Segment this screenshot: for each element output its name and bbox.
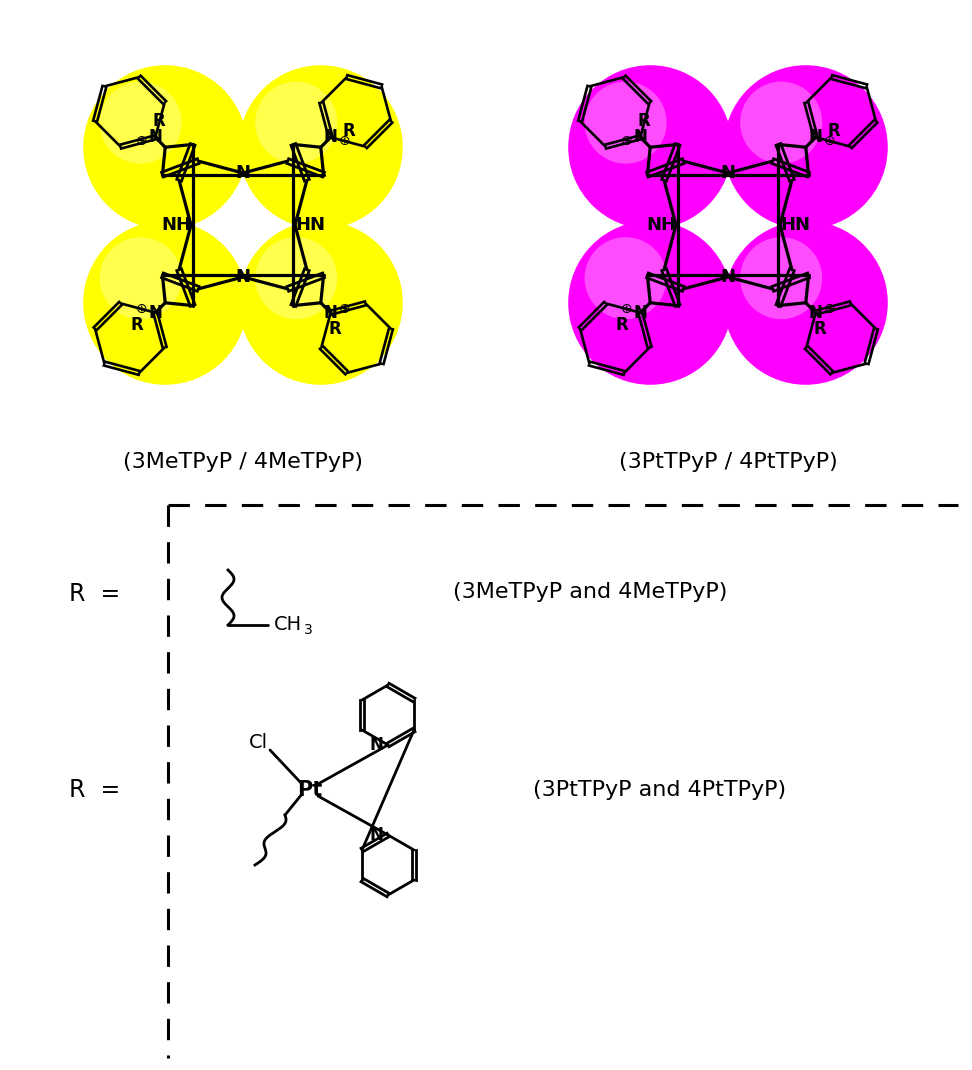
- Text: N: N: [369, 826, 383, 844]
- Text: ⊕: ⊕: [339, 302, 351, 316]
- Text: R: R: [153, 112, 165, 131]
- Text: N: N: [809, 128, 822, 147]
- Circle shape: [84, 65, 247, 229]
- Text: ⊕: ⊕: [824, 302, 836, 316]
- Text: R  =: R =: [69, 778, 121, 802]
- Text: R: R: [131, 316, 144, 334]
- Text: R: R: [814, 320, 826, 338]
- Text: 3: 3: [303, 623, 312, 637]
- Text: N: N: [324, 128, 337, 147]
- Text: CH: CH: [274, 615, 302, 635]
- Text: (3MeTPyP / 4MeTPyP): (3MeTPyP / 4MeTPyP): [123, 452, 363, 472]
- Text: HN: HN: [780, 216, 810, 234]
- Circle shape: [256, 238, 337, 319]
- Text: R: R: [638, 112, 650, 131]
- Text: (3MeTPyP and 4MeTPyP): (3MeTPyP and 4MeTPyP): [453, 582, 727, 602]
- Text: N: N: [369, 736, 383, 754]
- Circle shape: [99, 238, 182, 319]
- Text: N: N: [634, 128, 647, 147]
- Circle shape: [724, 65, 887, 229]
- Text: N: N: [634, 304, 647, 322]
- Text: ⊕: ⊕: [339, 135, 351, 149]
- Text: ⊕: ⊕: [135, 302, 147, 316]
- Text: NH: NH: [161, 216, 191, 234]
- Circle shape: [724, 220, 887, 385]
- Text: Pt: Pt: [297, 780, 323, 800]
- Circle shape: [569, 220, 732, 385]
- Text: R: R: [827, 122, 840, 140]
- Text: N: N: [149, 128, 162, 147]
- Text: NH: NH: [646, 216, 676, 234]
- Circle shape: [584, 238, 667, 319]
- Text: R: R: [342, 122, 355, 140]
- Circle shape: [256, 81, 337, 164]
- Circle shape: [84, 220, 247, 385]
- Text: N: N: [720, 268, 736, 286]
- Circle shape: [99, 81, 182, 164]
- Text: ⊕: ⊕: [620, 135, 632, 149]
- Text: N: N: [324, 304, 337, 322]
- Text: R  =: R =: [69, 582, 121, 606]
- Circle shape: [239, 220, 402, 385]
- Circle shape: [584, 81, 667, 164]
- Text: ⊕: ⊕: [135, 135, 147, 149]
- Text: R: R: [329, 320, 341, 338]
- Text: N: N: [235, 164, 251, 182]
- Text: (3PtTPyP / 4PtTPyP): (3PtTPyP / 4PtTPyP): [618, 452, 837, 472]
- Circle shape: [239, 65, 402, 229]
- Text: ⊕: ⊕: [620, 302, 632, 316]
- Text: (3PtTPyP and 4PtTPyP): (3PtTPyP and 4PtTPyP): [534, 780, 786, 800]
- Text: ⊕: ⊕: [824, 135, 836, 149]
- Text: HN: HN: [295, 216, 325, 234]
- Circle shape: [741, 81, 822, 164]
- Text: Cl: Cl: [249, 733, 267, 751]
- Text: N: N: [235, 268, 251, 286]
- Circle shape: [569, 65, 732, 229]
- Text: R: R: [616, 316, 629, 334]
- Text: N: N: [149, 304, 162, 322]
- Text: N: N: [720, 164, 736, 182]
- Text: N: N: [809, 304, 822, 322]
- Circle shape: [741, 238, 822, 319]
